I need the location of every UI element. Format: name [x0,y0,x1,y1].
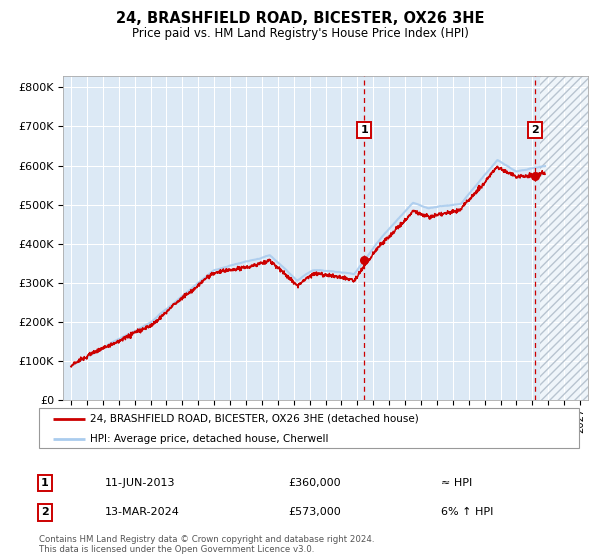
Text: 1: 1 [41,478,49,488]
Text: 6% ↑ HPI: 6% ↑ HPI [441,507,493,517]
Text: 24, BRASHFIELD ROAD, BICESTER, OX26 3HE (detached house): 24, BRASHFIELD ROAD, BICESTER, OX26 3HE … [90,414,419,424]
Text: 2: 2 [41,507,49,517]
Bar [540,76,588,400]
Text: 2: 2 [532,125,539,136]
Text: 1: 1 [361,125,368,136]
Text: ≈ HPI: ≈ HPI [441,478,472,488]
Text: Price paid vs. HM Land Registry's House Price Index (HPI): Price paid vs. HM Land Registry's House … [131,27,469,40]
Text: 24, BRASHFIELD ROAD, BICESTER, OX26 3HE: 24, BRASHFIELD ROAD, BICESTER, OX26 3HE [116,11,484,26]
Text: £360,000: £360,000 [288,478,341,488]
Text: £573,000: £573,000 [288,507,341,517]
Text: Contains HM Land Registry data © Crown copyright and database right 2024.
This d: Contains HM Land Registry data © Crown c… [39,535,374,554]
Text: 11-JUN-2013: 11-JUN-2013 [105,478,176,488]
Text: HPI: Average price, detached house, Cherwell: HPI: Average price, detached house, Cher… [90,434,329,444]
Bar [540,76,588,400]
Text: 13-MAR-2024: 13-MAR-2024 [105,507,180,517]
